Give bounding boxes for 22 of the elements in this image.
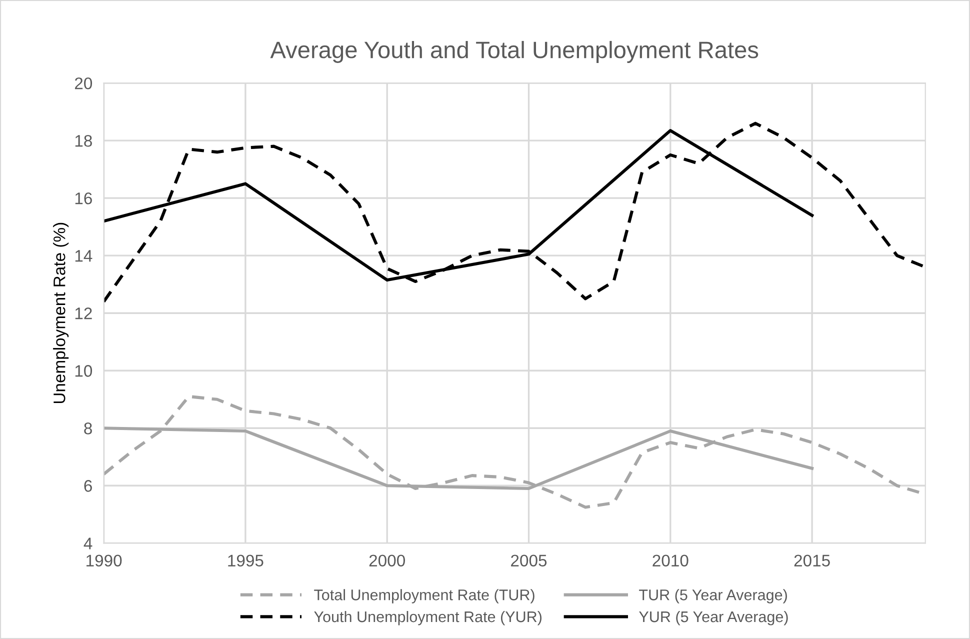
x-tick-label: 2000 [369, 554, 405, 567]
x-tick-label: 2005 [511, 554, 547, 567]
y-tick-label: 20 [74, 77, 92, 90]
x-tick-label: 2010 [652, 554, 688, 567]
y-tick-label: 12 [75, 308, 92, 320]
legend-label: Youth Unemployment Rate (YUR) [314, 610, 542, 626]
legend-label: TUR (5 Year Average) [639, 589, 787, 604]
x-tick-label: 1990 [86, 554, 122, 567]
y-tick-label: 14 [75, 250, 92, 262]
y-tick-label: 6 [84, 480, 92, 492]
line-series [104, 122, 926, 304]
x-tick-label: 1995 [228, 554, 264, 567]
y-tick-label: 10 [75, 365, 92, 377]
legend-label: Total Unemployment Rate (TUR) [314, 589, 534, 604]
y-tick-label: 18 [75, 134, 92, 147]
legend-label: YUR (5 Year Average) [639, 610, 788, 626]
y-axis-title: Unemployment Rate (%) [53, 222, 69, 404]
y-tick-label: 16 [75, 192, 92, 204]
y-tick-label: 8 [84, 422, 92, 434]
chart-title: Average Youth and Total Unemployment Rates [270, 40, 758, 63]
x-tick-label: 2015 [794, 554, 830, 567]
y-tick-label: 4 [84, 538, 92, 550]
